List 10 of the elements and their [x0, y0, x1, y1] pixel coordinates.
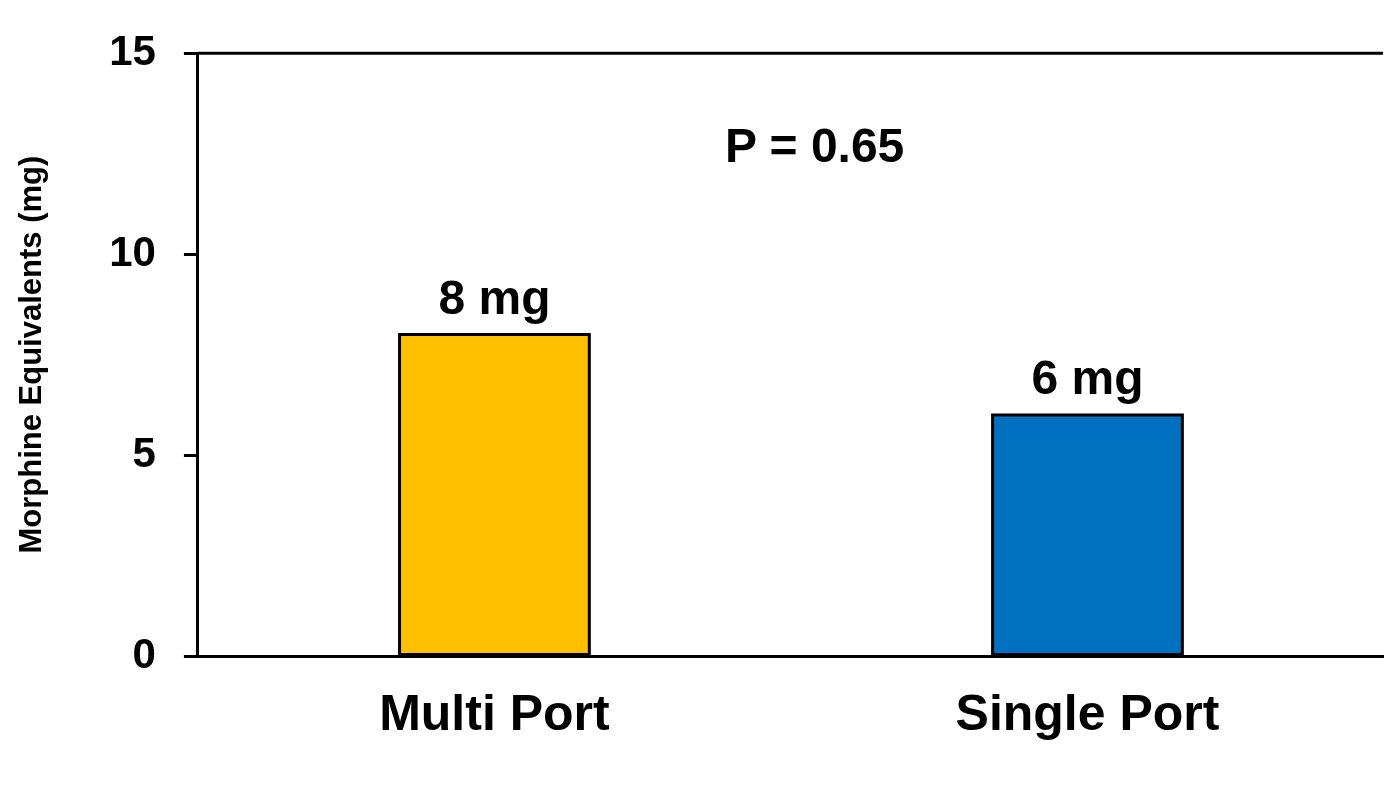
annotation: P = 0.65	[725, 119, 905, 173]
y-tick-label: 10	[109, 227, 156, 275]
data-label: 8 mg	[438, 270, 551, 324]
data-label: 6 mg	[1031, 351, 1144, 405]
y-axis-title: Morphine Equivalents (mg)	[13, 155, 49, 554]
y-tick-label: 0	[132, 629, 156, 677]
x-tick-label: Single Port	[955, 684, 1220, 741]
x-tick-label: Multi Port	[379, 684, 611, 741]
y-tick-label: 5	[132, 428, 156, 476]
y-tick-label: 15	[109, 26, 156, 74]
